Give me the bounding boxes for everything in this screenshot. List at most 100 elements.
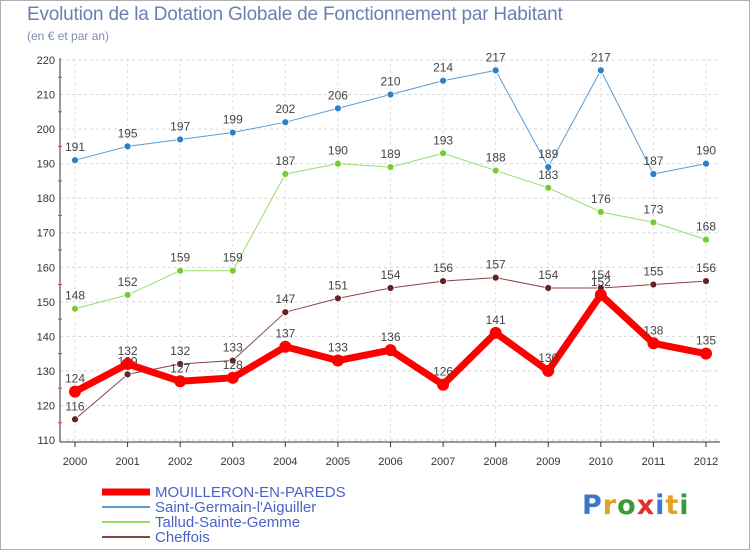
data-label-cheffois: 156 (696, 261, 716, 275)
data-point-saint-germain-l-aiguiller (491, 66, 500, 75)
data-point-cheffois (228, 356, 237, 365)
data-label-saint-germain-l-aiguiller: 191 (65, 140, 85, 154)
data-point-saint-germain-l-aiguiller (123, 142, 132, 151)
data-label-mouilleron-en-pareds: 124 (65, 372, 85, 386)
data-point-mouilleron-en-pareds (437, 378, 450, 391)
data-point-mouilleron-en-pareds (542, 364, 555, 377)
data-label-cheffois: 154 (538, 268, 558, 282)
y-tick-label: 190 (37, 159, 55, 171)
data-point-saint-germain-l-aiguiller (702, 159, 710, 168)
data-label-mouilleron-en-pareds: 128 (223, 358, 243, 372)
data-label-mouilleron-en-pareds: 127 (170, 361, 190, 375)
x-tick-label: 2006 (378, 456, 402, 468)
data-point-cheffois (702, 277, 710, 285)
data-label-tallud-sainte-gemme: 159 (223, 251, 243, 265)
data-label-mouilleron-en-pareds: 152 (591, 275, 611, 289)
legend-label-cheffois: Cheffois (155, 529, 210, 546)
data-point-mouilleron-en-pareds (700, 347, 712, 360)
x-tick-label: 2008 (483, 456, 507, 468)
data-point-saint-germain-l-aiguiller (386, 90, 395, 99)
data-point-cheffois (386, 284, 395, 292)
y-tick-label: 170 (37, 228, 55, 240)
data-label-mouilleron-en-pareds: 135 (696, 334, 716, 348)
legend-label-tallud-sainte-gemme: Tallud-Sainte-Gemme (155, 514, 300, 531)
data-point-mouilleron-en-pareds (226, 371, 239, 384)
data-point-cheffois (439, 277, 447, 285)
logo-letter: P (582, 490, 603, 521)
data-point-mouilleron-en-pareds (121, 358, 134, 370)
data-point-saint-germain-l-aiguiller (228, 128, 237, 137)
data-point-cheffois (281, 308, 290, 317)
data-label-saint-germain-l-aiguiller: 206 (328, 88, 348, 102)
data-point-tallud-sainte-gemme (702, 235, 710, 244)
data-label-mouilleron-en-pareds: 138 (643, 323, 663, 337)
legend-label-saint-germain-l-aiguiller: Saint-Germain-l'Aiguiller (155, 499, 316, 516)
data-label-tallud-sainte-gemme: 168 (696, 220, 716, 234)
data-point-tallud-sainte-gemme (71, 304, 79, 313)
x-tick-label: 2001 (115, 456, 139, 468)
legend-label-mouilleron-en-pareds: MOUILLERON-EN-PAREDS (155, 484, 346, 501)
data-label-saint-germain-l-aiguiller: 202 (275, 102, 295, 116)
x-tick-label: 2000 (63, 456, 87, 468)
data-label-saint-germain-l-aiguiller: 217 (486, 50, 506, 64)
data-point-saint-germain-l-aiguiller (596, 66, 605, 75)
data-label-cheffois: 157 (486, 258, 506, 272)
data-point-cheffois (544, 284, 553, 292)
data-label-cheffois: 132 (170, 344, 190, 358)
data-label-saint-germain-l-aiguiller: 190 (696, 144, 716, 158)
data-label-cheffois: 154 (591, 268, 611, 282)
data-point-saint-germain-l-aiguiller (176, 135, 185, 144)
data-label-saint-germain-l-aiguiller: 199 (223, 113, 243, 127)
x-tick-label: 2007 (431, 456, 455, 468)
x-tick-label: 2011 (642, 456, 666, 468)
y-tick-label: 160 (37, 262, 55, 274)
data-point-tallud-sainte-gemme (123, 291, 132, 299)
data-label-tallud-sainte-gemme: 189 (380, 147, 400, 161)
data-label-saint-germain-l-aiguiller: 189 (538, 147, 558, 161)
y-tick-label: 150 (37, 297, 55, 309)
x-tick-label: 2003 (221, 456, 245, 468)
data-point-mouilleron-en-pareds (174, 375, 187, 388)
chart-subtitle: (en € et par an) (27, 29, 110, 43)
data-point-tallud-sainte-gemme (386, 163, 395, 171)
y-tick-label: 220 (37, 55, 55, 67)
y-tick-label: 130 (37, 366, 55, 378)
logo-letter: i (655, 490, 666, 521)
data-label-tallud-sainte-gemme: 173 (643, 202, 663, 216)
data-point-tallud-sainte-gemme (544, 183, 553, 192)
data-label-mouilleron-en-pareds: 126 (433, 365, 453, 379)
logo-letter: t (665, 490, 680, 521)
logo-letter: i (679, 490, 690, 521)
data-label-cheffois: 156 (433, 261, 453, 275)
data-point-cheffois (176, 360, 185, 368)
x-tick-label: 2002 (168, 456, 192, 468)
x-tick-label: 2009 (536, 456, 560, 468)
data-point-saint-germain-l-aiguiller (544, 163, 553, 171)
data-label-mouilleron-en-pareds: 137 (275, 327, 295, 341)
data-point-saint-germain-l-aiguiller (281, 118, 290, 127)
data-label-cheffois: 147 (275, 292, 295, 306)
y-tick-label: 120 (37, 400, 55, 412)
data-label-mouilleron-en-pareds: 141 (486, 313, 506, 327)
data-label-saint-germain-l-aiguiller: 210 (380, 75, 400, 89)
data-label-cheffois: 155 (643, 265, 663, 279)
data-label-tallud-sainte-gemme: 193 (433, 133, 453, 147)
data-point-cheffois (123, 370, 132, 379)
y-tick-label: 110 (37, 435, 55, 447)
y-tick-label: 180 (37, 193, 55, 205)
data-point-mouilleron-en-pareds (331, 354, 344, 367)
y-tick-label: 200 (37, 124, 55, 136)
data-label-tallud-sainte-gemme: 159 (170, 251, 190, 265)
data-point-mouilleron-en-pareds (279, 340, 292, 353)
data-label-mouilleron-en-pareds: 136 (380, 330, 400, 344)
data-label-cheffois: 133 (223, 341, 243, 355)
data-label-saint-germain-l-aiguiller: 197 (170, 119, 190, 133)
data-point-mouilleron-en-pareds (384, 344, 397, 357)
x-tick-label: 2012 (694, 456, 718, 468)
chart-title: Evolution de la Dotation Globale de Fonc… (27, 4, 563, 25)
logo-letter: x (636, 490, 656, 521)
data-point-tallud-sainte-gemme (439, 149, 447, 158)
data-point-saint-germain-l-aiguiller (439, 76, 447, 85)
data-point-cheffois (649, 280, 658, 289)
